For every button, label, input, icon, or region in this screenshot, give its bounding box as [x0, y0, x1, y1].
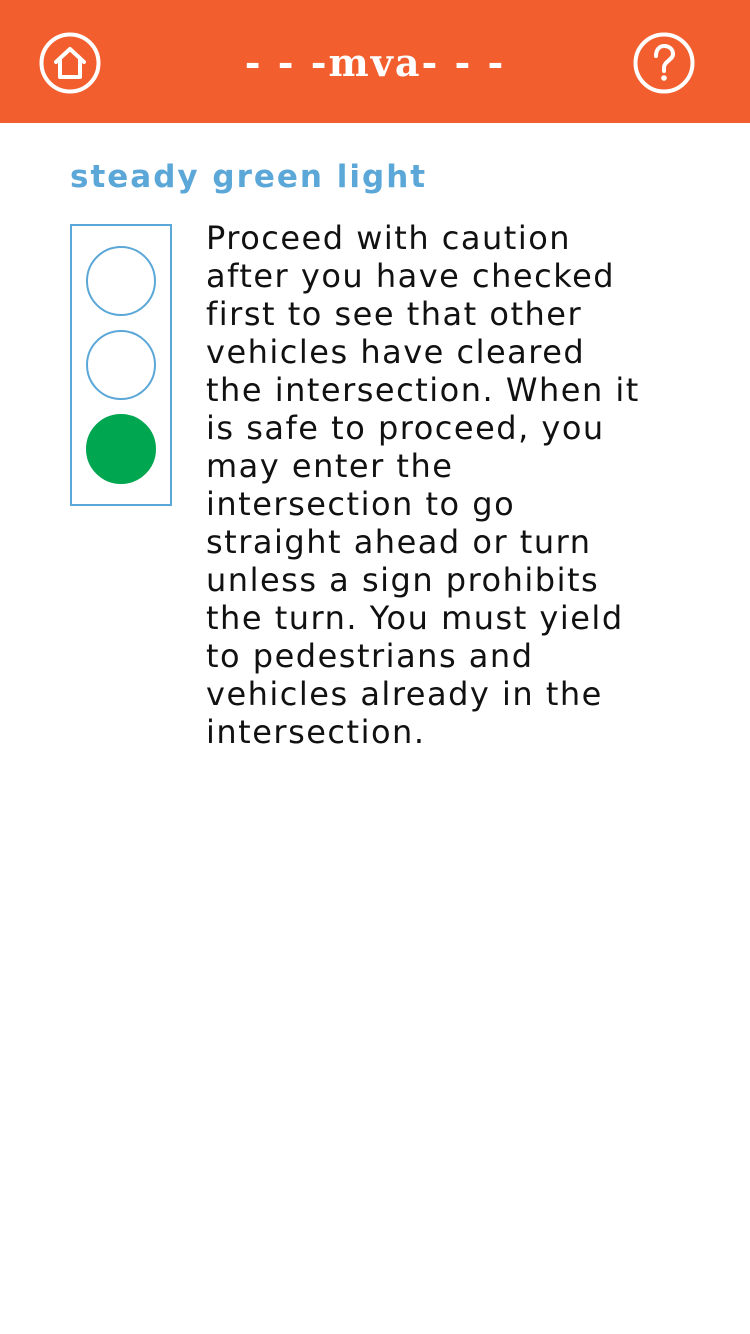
traffic-light-green-lamp — [86, 414, 156, 484]
traffic-light-top-lamp — [86, 246, 156, 316]
traffic-light-icon — [70, 224, 172, 506]
traffic-light-middle-lamp — [86, 330, 156, 400]
rule-description: Proceed with caution after you have chec… — [206, 219, 640, 751]
home-button[interactable] — [39, 32, 101, 94]
help-button[interactable] — [633, 32, 695, 94]
help-icon — [633, 32, 695, 94]
app-title: - - -mva- - - — [244, 40, 506, 85]
section-title: steady green light — [70, 159, 428, 195]
app-header: - - -mva- - - — [0, 0, 750, 123]
home-icon — [39, 32, 101, 94]
